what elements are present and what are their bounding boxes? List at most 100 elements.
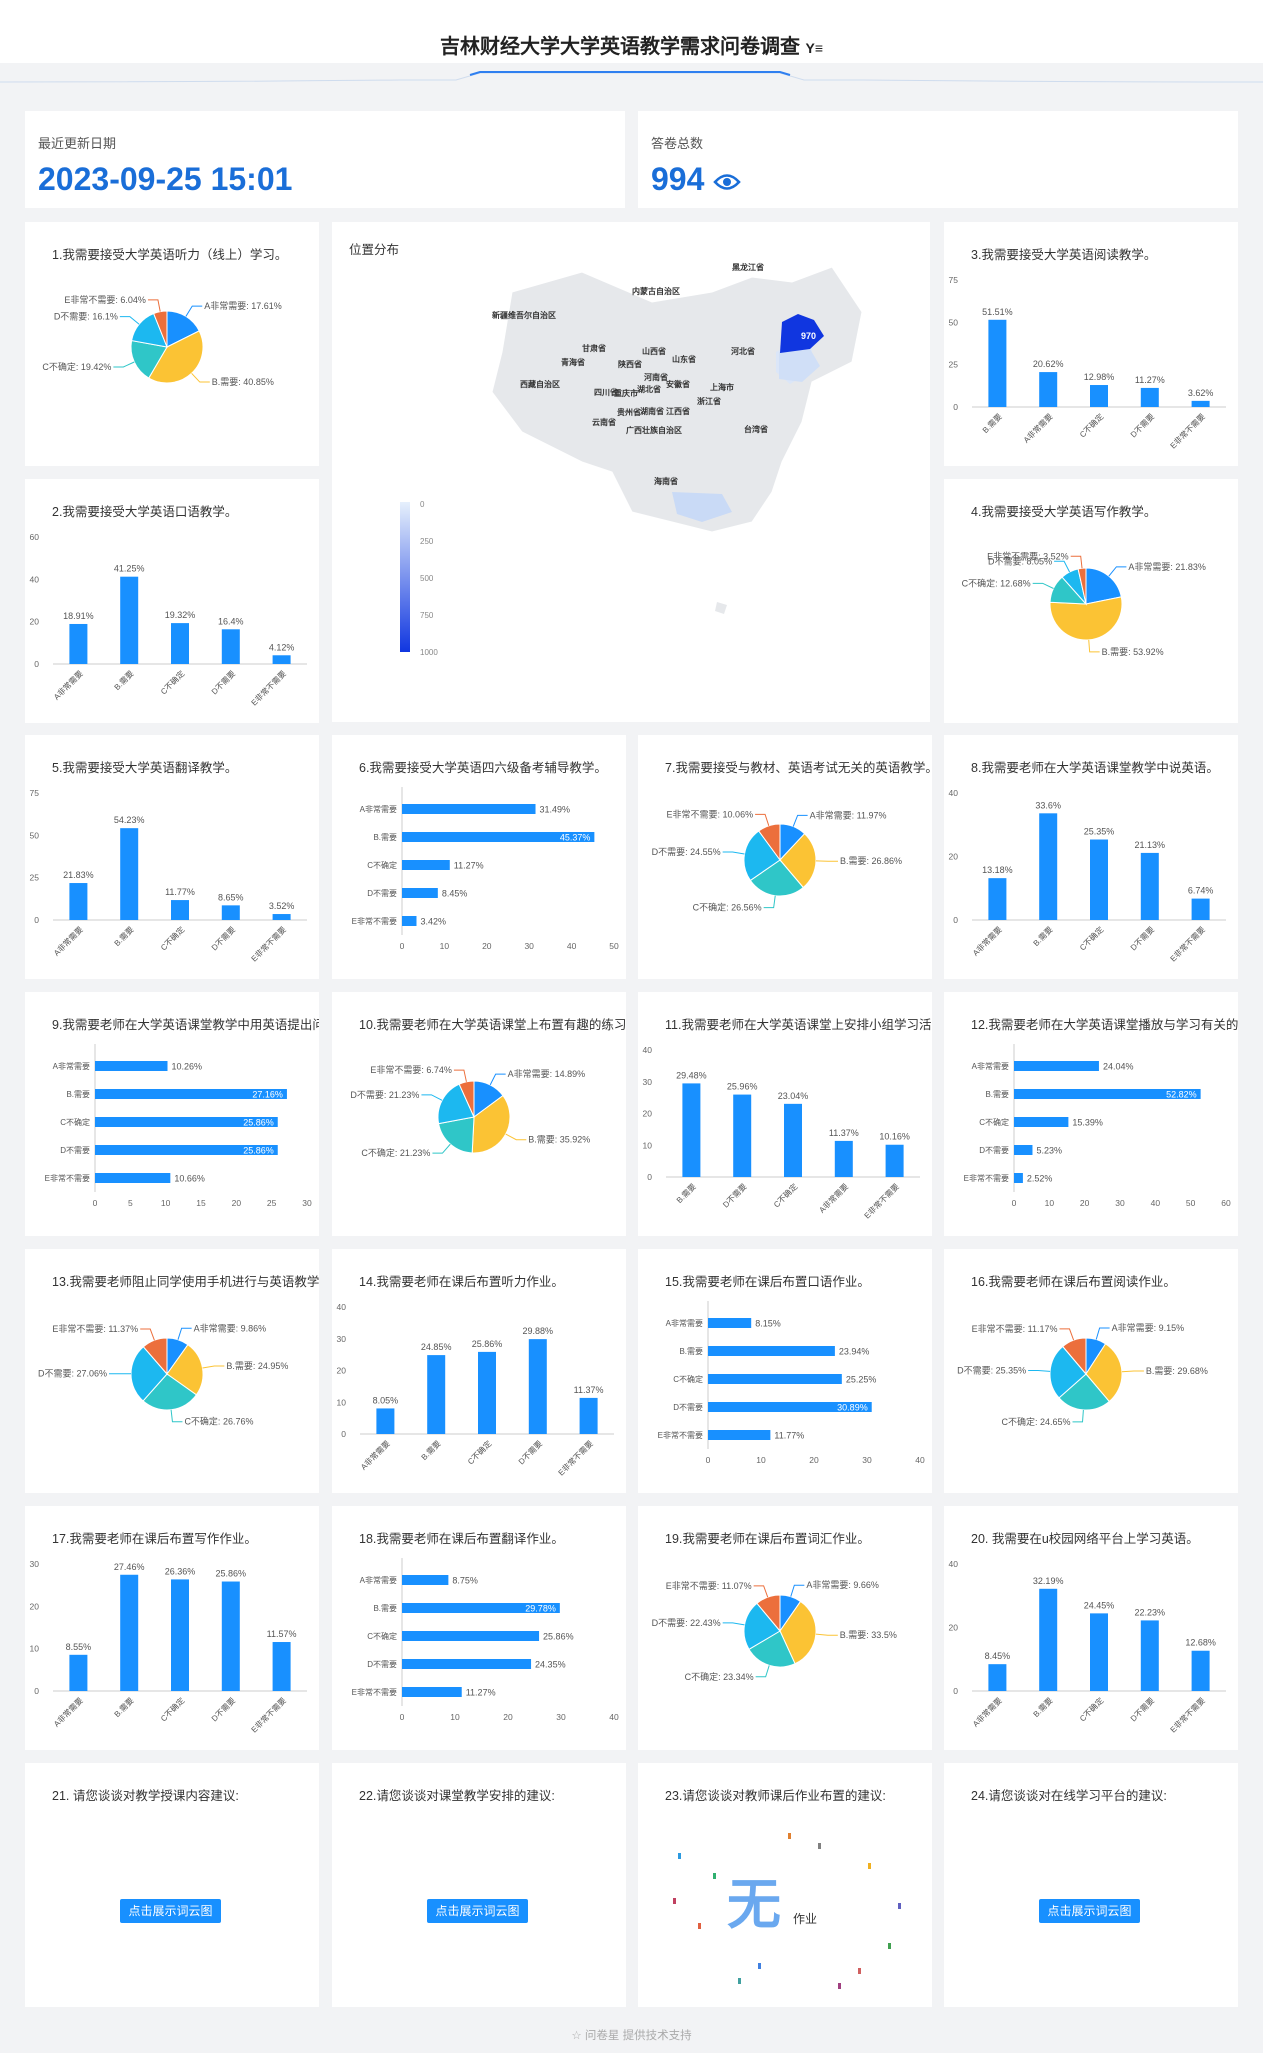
bar[interactable] xyxy=(402,888,438,898)
bar[interactable] xyxy=(1140,387,1159,407)
map-legend-bar[interactable] xyxy=(400,502,410,652)
bar[interactable] xyxy=(1090,385,1108,407)
bar[interactable] xyxy=(988,319,1007,407)
chart[interactable]: 40302010029.48%B.需要25.96%D不需要23.04%C不确定1… xyxy=(638,992,932,1236)
bar[interactable] xyxy=(579,1397,598,1434)
bar[interactable] xyxy=(1090,839,1108,920)
pie-slice[interactable] xyxy=(1049,596,1123,641)
word-cloud[interactable]: 无作业 xyxy=(638,1763,932,2007)
bar[interactable] xyxy=(95,1173,171,1183)
bar[interactable] xyxy=(221,629,240,664)
bar[interactable] xyxy=(69,883,88,920)
bar[interactable] xyxy=(69,623,88,664)
bar[interactable] xyxy=(528,1339,547,1434)
bar[interactable] xyxy=(1140,1620,1159,1691)
chart[interactable]: 40 20 0 13.18% A非常需要 33.6% B.需要 25.35% C不确定 21.13… xyxy=(944,735,1238,979)
pie-slice[interactable] xyxy=(779,833,817,889)
chart[interactable]: A非常需要 8.75% B.需要 29.78% C不确定 25.86% D不需要 24.35%… xyxy=(332,1506,626,1750)
bar[interactable] xyxy=(784,1103,802,1177)
bar[interactable] xyxy=(120,576,139,664)
bar[interactable] xyxy=(402,1687,462,1697)
show-wordcloud-button[interactable]: 点击展示词云图 xyxy=(120,1899,221,1923)
show-wordcloud-button[interactable]: 点击展示词云图 xyxy=(427,1899,528,1923)
bar[interactable] xyxy=(272,914,291,920)
chart[interactable]: 30 20 10 0 8.55% A非常需要 27.46% B.需要 26.36% C不确定 25.… xyxy=(25,1506,319,1750)
pie-slice[interactable] xyxy=(779,1600,817,1665)
bar[interactable] xyxy=(885,1144,904,1177)
pie-slice[interactable] xyxy=(749,859,804,897)
bar[interactable] xyxy=(708,1346,835,1356)
bar[interactable] xyxy=(69,1654,88,1691)
bar[interactable] xyxy=(708,1318,752,1328)
pie-slice[interactable] xyxy=(743,830,781,882)
pie-slice[interactable] xyxy=(1077,567,1087,605)
bar[interactable] xyxy=(1191,1650,1210,1691)
bar[interactable] xyxy=(95,1089,287,1099)
chart[interactable]: A非常需要: 9.86% B.需要: 24.95% C不确定: 26.76% D不需要… xyxy=(25,1249,319,1493)
bar[interactable] xyxy=(1014,1089,1201,1099)
bar[interactable] xyxy=(988,878,1007,920)
chart[interactable]: 40 30 20 10 0 8.05% A非常需要 24.85% B.需要 25.86% C不确定 2… xyxy=(332,1249,626,1493)
pie-slice[interactable] xyxy=(748,1630,796,1668)
bar[interactable] xyxy=(95,1145,278,1155)
pie-slice[interactable] xyxy=(1049,1345,1087,1399)
chart[interactable]: A非常需要: 9.15% B.需要: 29.68% C不确定: 24.65% D不需要… xyxy=(944,1249,1238,1493)
bar[interactable] xyxy=(402,804,536,814)
pie-slice[interactable] xyxy=(438,1116,475,1154)
bar[interactable] xyxy=(402,1575,449,1585)
bar[interactable] xyxy=(171,1579,189,1691)
bar[interactable] xyxy=(120,828,139,920)
pie-slice[interactable] xyxy=(1085,567,1122,605)
bar[interactable] xyxy=(120,1574,139,1691)
bar[interactable] xyxy=(95,1061,168,1071)
chart[interactable]: A非常需要: 11.97% B.需要: 26.86% C不确定: 26.56% D不需… xyxy=(638,735,932,979)
pie-slice[interactable] xyxy=(1062,1337,1087,1376)
pie-slice[interactable] xyxy=(148,330,204,384)
chart[interactable]: A非常需要: 17.61% B.需要: 40.85% C不确定: 19.42% D不需… xyxy=(25,222,319,466)
bar[interactable] xyxy=(733,1094,752,1177)
bar[interactable] xyxy=(988,1664,1007,1691)
show-wordcloud-button[interactable]: 点击展示词云图 xyxy=(1039,1899,1140,1923)
pie-slice[interactable] xyxy=(166,1343,204,1396)
bar[interactable] xyxy=(1140,852,1159,920)
bar[interactable] xyxy=(221,1581,240,1691)
chart[interactable]: A非常需要 24.04% B.需要 52.82% C不确定 15.39% D不需要 5.23%… xyxy=(944,992,1238,1236)
bar[interactable] xyxy=(1090,1613,1108,1691)
bar[interactable] xyxy=(402,1631,540,1641)
chart[interactable]: 75 50 25 0 21.83% A非常需要 54.23% B.需要 11.77% C不确定 8.… xyxy=(25,735,319,979)
bar[interactable] xyxy=(1039,813,1058,920)
chart[interactable]: A非常需要: 14.89% B.需要: 35.92% C不确定: 21.23% D不需… xyxy=(332,992,626,1236)
pie-slice[interactable] xyxy=(756,1594,781,1633)
pie-slice[interactable] xyxy=(142,1373,198,1411)
pie-slice[interactable] xyxy=(743,1602,781,1651)
bar[interactable] xyxy=(1191,898,1210,920)
bar[interactable] xyxy=(1039,372,1058,407)
chart[interactable]: A非常需要 8.15% B.需要 23.94% C不确定 25.25% D不需要 30.89%… xyxy=(638,1249,932,1493)
chart[interactable]: 60 40 20 0 18.91% A非常需要 41.25% B.需要 19.32% C不确定 16… xyxy=(25,479,319,723)
pie-slice[interactable] xyxy=(758,823,781,862)
bar[interactable] xyxy=(1014,1061,1099,1071)
pie-slice[interactable] xyxy=(130,339,168,379)
bar[interactable] xyxy=(272,1642,291,1691)
chart[interactable]: A非常需要: 21.83% B.需要: 53.92% C不确定: 12.68% D不需… xyxy=(944,479,1238,723)
bar[interactable] xyxy=(221,905,240,920)
bar[interactable] xyxy=(1039,1588,1058,1691)
filter-icon[interactable]: Y≡ xyxy=(805,40,824,56)
pie-slice[interactable] xyxy=(1058,1373,1110,1411)
bar[interactable] xyxy=(402,832,595,842)
chart[interactable]: A非常需要: 9.66% B.需要: 33.5% C不确定: 23.34% D不需要:… xyxy=(638,1506,932,1750)
bar[interactable] xyxy=(171,900,189,920)
chart[interactable]: A非常需要 31.49% B.需要 45.37% C不确定 11.27% D不需要 8.45%… xyxy=(332,735,626,979)
bar[interactable] xyxy=(376,1408,395,1434)
eye-icon[interactable] xyxy=(713,172,742,192)
bar[interactable] xyxy=(402,1659,532,1669)
pie-slice[interactable] xyxy=(471,1094,511,1154)
bar[interactable] xyxy=(1014,1117,1069,1127)
bar[interactable] xyxy=(171,623,189,664)
chart[interactable]: A非常需要 10.26% B.需要 27.16% C不确定 25.86% D不需要 25.86… xyxy=(25,992,319,1236)
bar[interactable] xyxy=(708,1430,771,1440)
bar[interactable] xyxy=(95,1117,278,1127)
bar[interactable] xyxy=(708,1402,872,1412)
bar[interactable] xyxy=(427,1355,446,1434)
